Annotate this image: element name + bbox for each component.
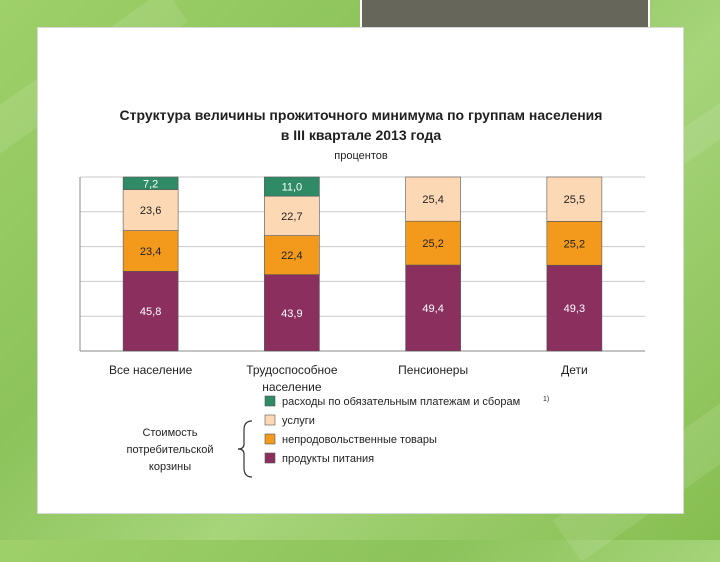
bar-segment [405,220,461,266]
legend-label: расходы по обязательным платежам и сбора… [282,396,520,408]
data-label: 7,2 [143,178,158,190]
bar-segment [122,176,179,190]
category-label: Дети [561,363,588,377]
legend-group-label: потребительской [127,444,214,456]
legend-swatch [264,433,276,445]
data-label: 45,8 [140,306,161,318]
category-label: Трудоспособное [246,363,338,377]
category-label: Пенсионеры [398,363,468,377]
bar-segment [546,176,603,222]
chart-subtitle: в III квартале 2013 года [281,127,442,143]
legend-label: продукты питания [282,453,374,465]
data-label: 49,4 [422,303,443,315]
bar-segment [405,176,461,222]
data-label: 25,2 [422,238,443,250]
legend-swatch [264,395,276,407]
bar-segment [546,221,603,266]
data-label: 11,0 [282,182,303,194]
category-label: Все население [109,363,193,377]
data-label: 43,9 [281,308,302,320]
legend-footnote: 1) [543,396,549,403]
bar-segment [264,176,320,197]
data-label: 25,2 [564,238,585,250]
data-label: 23,4 [140,246,161,258]
slide-content: Структура величины прожиточного минимума… [37,27,684,514]
legend-swatch [264,414,276,426]
bar-segment [546,264,603,352]
stacked-bar-chart: Структура величины прожиточного минимума… [79,107,645,478]
bar-segment [264,195,320,236]
data-label: 25,5 [564,194,585,206]
data-label: 22,7 [281,211,302,223]
bar-segment [405,264,461,352]
data-label: 25,4 [422,194,443,206]
data-label: 49,3 [564,303,585,315]
legend-label: непродовольственные товары [282,434,437,446]
chart-unit: процентов [334,150,388,162]
category-label: население [262,380,322,394]
bar-segment [264,235,320,275]
data-label: 23,6 [140,205,161,217]
data-label: 22,4 [281,250,302,262]
legend-brace [237,420,253,478]
chart-title: Структура величины прожиточного минимума… [120,107,603,123]
bar-segment [264,274,320,352]
legend-label: услуги [282,415,315,427]
legend-swatch [264,452,276,464]
legend-group-label: корзины [149,461,191,473]
bar-segment [122,271,179,352]
legend-group-label: Стоимость [142,427,197,439]
